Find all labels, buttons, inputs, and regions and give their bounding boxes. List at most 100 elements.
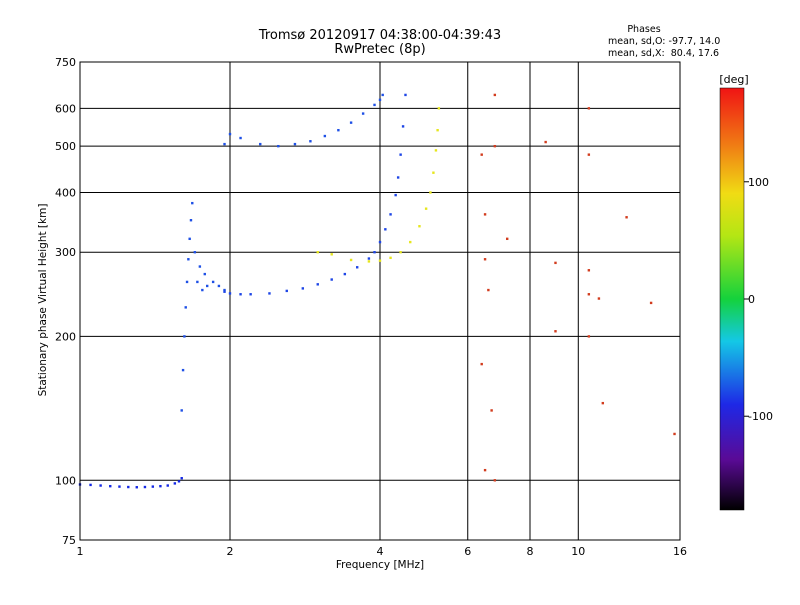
x-tick-label: 4 bbox=[377, 545, 384, 558]
x-tick-label: 1 bbox=[77, 545, 84, 558]
data-point bbox=[293, 142, 297, 146]
data-point bbox=[373, 103, 376, 107]
data-point bbox=[424, 207, 428, 210]
data-point bbox=[239, 136, 242, 140]
data-point bbox=[399, 153, 402, 156]
data-point bbox=[183, 335, 186, 338]
data-point bbox=[191, 201, 194, 205]
data-point bbox=[429, 191, 432, 194]
plot-frame bbox=[79, 61, 681, 541]
data-point bbox=[587, 153, 591, 156]
data-point bbox=[228, 132, 232, 136]
data-point bbox=[597, 297, 601, 300]
colorbar-label: [deg] bbox=[719, 73, 748, 86]
x-tick-label: 10 bbox=[571, 545, 585, 558]
data-point bbox=[480, 153, 483, 156]
data-point bbox=[587, 107, 591, 110]
data-point bbox=[399, 251, 402, 254]
data-point bbox=[378, 259, 382, 262]
data-point bbox=[189, 219, 193, 222]
data-point bbox=[223, 290, 226, 293]
data-point bbox=[483, 468, 487, 472]
data-point bbox=[177, 480, 181, 483]
data-point bbox=[493, 93, 497, 97]
y-tick-label: 600 bbox=[55, 102, 76, 115]
data-point bbox=[268, 292, 271, 295]
data-point bbox=[109, 484, 112, 488]
data-point bbox=[151, 485, 155, 488]
x-tick-label: 8 bbox=[527, 545, 534, 558]
data-points bbox=[78, 93, 676, 489]
data-point bbox=[381, 93, 384, 97]
data-point bbox=[378, 240, 382, 244]
data-point bbox=[418, 225, 421, 228]
data-point bbox=[330, 253, 333, 256]
data-point bbox=[505, 237, 509, 241]
colorbar-tick-label: -100 bbox=[748, 410, 773, 423]
chart-title: Tromsø 20120917 04:38:00-04:39:43 bbox=[258, 28, 501, 43]
grid-lines bbox=[80, 62, 680, 540]
data-point bbox=[127, 485, 130, 489]
data-point bbox=[223, 288, 226, 292]
y-tick-label: 100 bbox=[55, 474, 76, 487]
data-point bbox=[259, 142, 262, 146]
data-point bbox=[323, 134, 327, 138]
data-point bbox=[587, 269, 591, 272]
y-tick-label: 300 bbox=[55, 246, 76, 259]
data-point bbox=[118, 485, 121, 488]
data-point bbox=[483, 213, 487, 216]
phases-mean-o: mean, sd,O: -97.7, 14.0 bbox=[608, 36, 720, 47]
data-point bbox=[432, 171, 435, 174]
data-point bbox=[211, 280, 215, 284]
data-point bbox=[554, 261, 557, 265]
data-point bbox=[316, 283, 319, 286]
data-point bbox=[301, 287, 305, 290]
data-point bbox=[193, 251, 197, 254]
x-tick-label: 16 bbox=[673, 545, 687, 558]
data-point bbox=[493, 144, 497, 148]
data-point bbox=[483, 258, 487, 261]
data-point bbox=[159, 484, 162, 488]
data-point bbox=[437, 107, 441, 110]
data-point bbox=[180, 477, 183, 480]
data-point bbox=[143, 485, 147, 489]
data-point bbox=[198, 265, 202, 268]
colorbar-tick-label: 0 bbox=[748, 293, 755, 306]
data-point bbox=[184, 306, 187, 309]
data-point bbox=[401, 125, 405, 128]
data-point bbox=[249, 293, 252, 296]
data-point bbox=[316, 251, 319, 254]
data-point bbox=[223, 142, 226, 146]
x-axis-label: Frequency [MHz] bbox=[336, 559, 424, 571]
data-point bbox=[487, 288, 490, 292]
data-point bbox=[205, 284, 209, 288]
y-tick-label: 200 bbox=[55, 330, 76, 343]
data-point bbox=[343, 272, 347, 276]
data-point bbox=[490, 409, 493, 412]
data-point bbox=[384, 228, 387, 231]
data-point bbox=[409, 240, 412, 244]
colorbar-tick-label: 100 bbox=[748, 176, 769, 189]
data-point bbox=[173, 482, 177, 485]
data-point bbox=[181, 368, 185, 372]
data-point bbox=[396, 176, 400, 179]
data-point bbox=[436, 128, 439, 132]
data-point bbox=[367, 257, 371, 260]
x-tick-label: 6 bbox=[464, 545, 471, 558]
data-point bbox=[349, 121, 353, 124]
data-point bbox=[185, 280, 189, 284]
data-point bbox=[587, 293, 591, 296]
chart-subtitle: RwPretec (8p) bbox=[334, 42, 425, 57]
data-point bbox=[217, 284, 221, 288]
data-point bbox=[239, 293, 242, 296]
data-point bbox=[99, 484, 102, 487]
data-point bbox=[544, 140, 547, 144]
data-point bbox=[480, 362, 483, 366]
y-tick-label: 750 bbox=[55, 56, 76, 69]
data-point bbox=[187, 258, 190, 261]
data-point bbox=[404, 93, 407, 97]
y-tick-label: 75 bbox=[62, 534, 76, 547]
data-point bbox=[389, 256, 392, 260]
